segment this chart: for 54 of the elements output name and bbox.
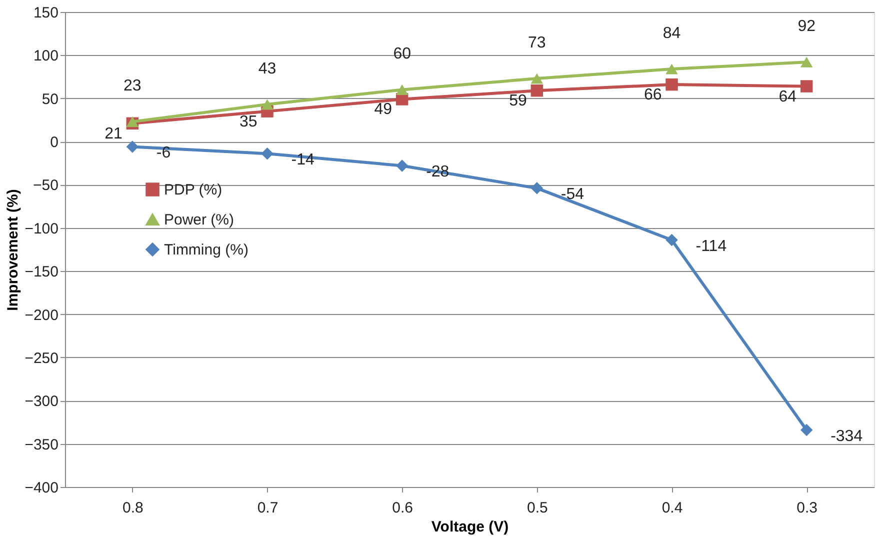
data-label: 73 bbox=[528, 34, 546, 52]
y-tick-label: 100 bbox=[33, 48, 58, 65]
data-label: 66 bbox=[644, 86, 662, 104]
y-tick-label: −250 bbox=[24, 350, 58, 367]
y-tick-label: −50 bbox=[33, 177, 58, 194]
legend-label: Power (%) bbox=[164, 212, 234, 228]
data-label: 60 bbox=[393, 46, 412, 63]
x-tick-label: 0.3 bbox=[796, 500, 818, 516]
point bbox=[800, 424, 813, 436]
y-tick-label: −350 bbox=[24, 436, 58, 454]
data-label: 59 bbox=[509, 92, 528, 110]
data-label: 43 bbox=[258, 60, 276, 78]
point bbox=[666, 64, 678, 74]
x-axis-title: Voltage (V) bbox=[431, 518, 509, 536]
point bbox=[126, 116, 139, 127]
point bbox=[530, 73, 544, 84]
point bbox=[396, 84, 408, 96]
x-tick-label: 0.4 bbox=[662, 500, 683, 516]
data-label: 35 bbox=[239, 113, 258, 130]
data-label: 84 bbox=[662, 25, 681, 42]
data-label: 49 bbox=[374, 101, 392, 118]
x-tick-label: 0.8 bbox=[122, 500, 144, 516]
data-label: 21 bbox=[104, 125, 123, 142]
data-label: -54 bbox=[560, 186, 584, 204]
y-axis-title: Improvement (%) bbox=[4, 189, 22, 311]
x-tick-label: 0.5 bbox=[526, 500, 548, 516]
point bbox=[530, 84, 544, 97]
point bbox=[261, 99, 274, 110]
data-label: 23 bbox=[124, 78, 142, 95]
point bbox=[261, 148, 274, 160]
y-tick-label: 150 bbox=[33, 4, 58, 22]
y-tick-label: 0 bbox=[50, 134, 58, 152]
point bbox=[666, 234, 678, 246]
point bbox=[126, 140, 139, 153]
y-tick-label: −300 bbox=[24, 393, 58, 410]
y-tick-label: 50 bbox=[42, 90, 58, 108]
y-tick-label: −400 bbox=[24, 480, 58, 496]
data-label: -114 bbox=[696, 238, 727, 255]
point bbox=[800, 56, 813, 68]
point bbox=[396, 160, 408, 172]
y-tick-label: −100 bbox=[24, 220, 58, 238]
y-tick-label: −200 bbox=[24, 306, 58, 324]
data-label: 64 bbox=[778, 88, 797, 106]
data-label: -334 bbox=[830, 428, 863, 445]
legend-label: PDP (%) bbox=[164, 182, 222, 198]
data-label: -6 bbox=[156, 144, 171, 162]
point bbox=[666, 78, 678, 91]
data-label: 92 bbox=[798, 18, 816, 36]
point bbox=[530, 182, 544, 194]
legend-label: Timming (%) bbox=[164, 242, 248, 258]
point bbox=[800, 80, 813, 92]
x-tick-label: 0.7 bbox=[257, 500, 278, 516]
x-tick-label: 0.6 bbox=[392, 500, 414, 516]
y-tick-label: −150 bbox=[24, 264, 58, 281]
